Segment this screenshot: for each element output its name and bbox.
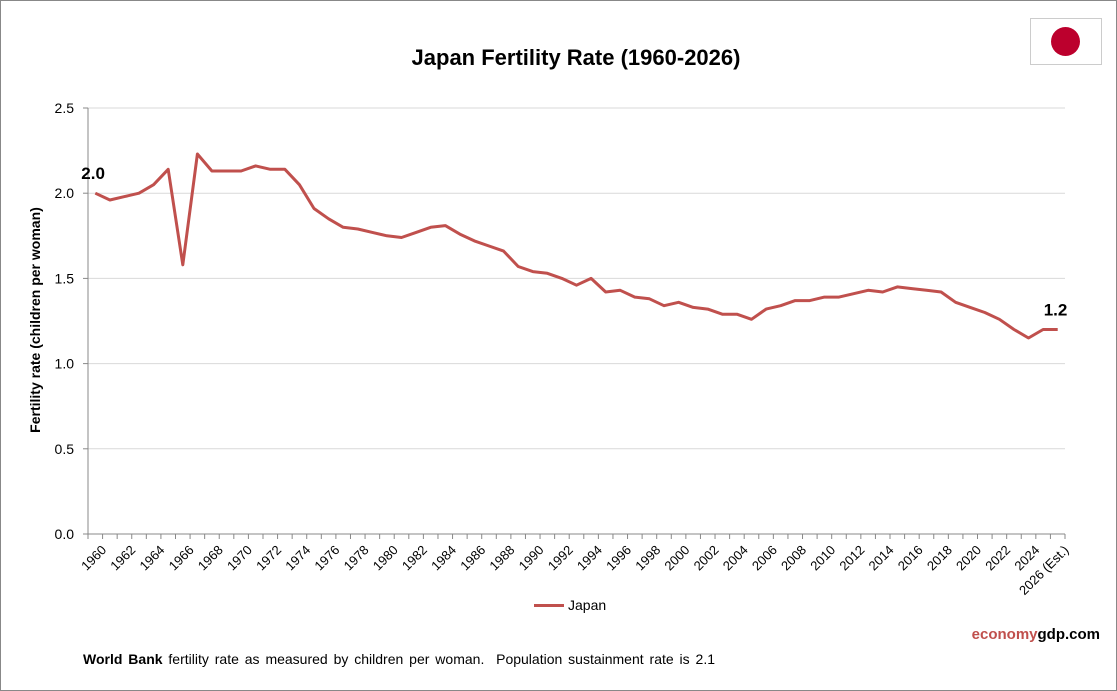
x-tick-label: 2006 [749,542,780,573]
y-tick-label: 1.5 [55,270,75,286]
x-tick-label: 2008 [778,542,809,573]
x-tick-label: 2020 [953,542,984,573]
x-tick-label: 1994 [574,542,605,573]
brand-logo: economygdp.com [971,626,1100,643]
y-tick-label: 0.5 [55,441,75,457]
x-tick-label: 1968 [195,542,226,573]
x-tick-label: 1964 [136,542,167,573]
x-tick-label: 1960 [78,542,109,573]
x-tick-label: 1986 [457,542,488,573]
x-tick-label: 2022 [982,542,1013,573]
footer-note: World Bank fertility rate as measured by… [83,651,715,667]
x-tick-label: 2004 [720,542,751,573]
x-tick-label: 1992 [545,542,576,573]
x-tick-label: 1974 [282,542,313,573]
legend-label: Japan [568,597,607,613]
end-value-label: 1.2 [1044,301,1068,320]
x-tick-label: 1996 [603,542,634,573]
y-tick-label: 2.0 [55,185,75,201]
footer-text: fertility rate as measured by children p… [162,651,716,667]
legend: Japan [534,597,606,613]
x-tick-label: 1990 [516,542,547,573]
y-tick-label: 1.0 [55,356,75,372]
x-tick-label: 1962 [107,542,138,573]
x-tick-label: 2010 [807,542,838,573]
x-tick-label: 1970 [224,542,255,573]
chart-title: Japan Fertility Rate (1960-2026) [411,45,741,70]
x-tick-label: 2002 [691,542,722,573]
x-tick-label: 2014 [866,542,897,573]
x-tick-label: 2012 [836,542,867,573]
legend-swatch [534,603,564,607]
x-tick-label: 1984 [428,542,459,573]
x-tick-label: 1982 [399,542,430,573]
x-tick-label: 1980 [370,542,401,573]
x-tick-label: 2016 [895,542,926,573]
japan-flag-icon [1030,18,1102,65]
series-line-japan [94,152,1058,340]
x-tick-label: 1988 [486,542,517,573]
x-tick-label: 1978 [341,542,372,573]
y-tick-label: 0.0 [55,526,75,542]
y-tick-label: 2.5 [55,100,75,116]
x-tick-label: 1976 [311,542,342,573]
x-tick-label: 2018 [924,542,955,573]
start-value-label: 2.0 [81,164,105,183]
x-tick-label: 1966 [166,542,197,573]
x-tick-label: 1998 [632,542,663,573]
x-tick-label: 1972 [253,542,284,573]
footer-source: World Bank [83,651,163,667]
x-tick-label: 2000 [661,542,692,573]
